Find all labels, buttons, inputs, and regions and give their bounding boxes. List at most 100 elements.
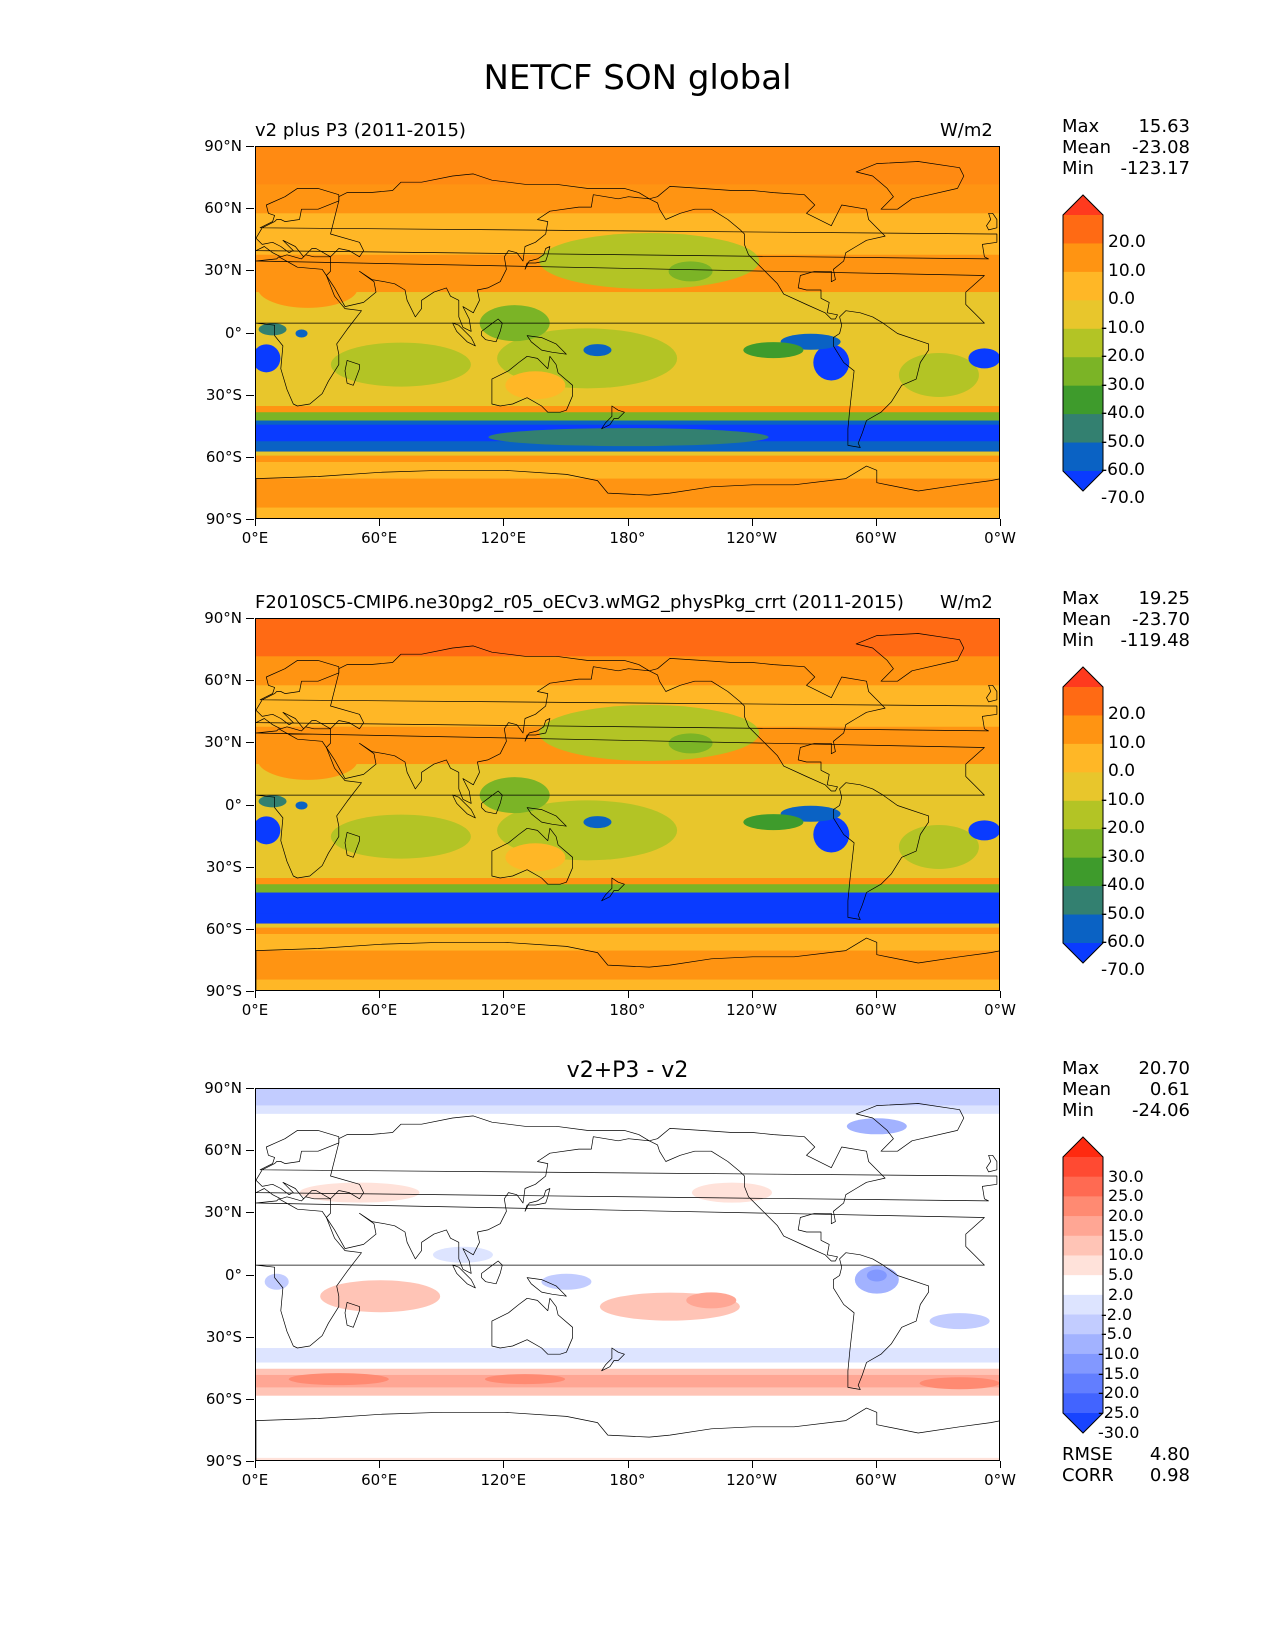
y-tick-label: 60°N bbox=[204, 199, 242, 218]
x-tick-mark bbox=[255, 519, 256, 526]
x-tick-label: 180° bbox=[609, 529, 646, 547]
y-tick-label: 30°S bbox=[205, 385, 242, 404]
stat-min: Min -119.48 bbox=[1062, 630, 1190, 651]
colorbar-segment bbox=[1063, 414, 1103, 444]
colorbar-segment bbox=[1063, 215, 1103, 244]
x-tick-mark bbox=[1000, 519, 1001, 526]
y-tick-label: 90°N bbox=[204, 137, 242, 155]
colorbar-tick-label: 10.0 bbox=[1108, 732, 1146, 753]
stat-max: Max 15.63 bbox=[1062, 116, 1190, 137]
colorbar-tick-label: -70.0 bbox=[1101, 960, 1145, 981]
y-tick-mark bbox=[246, 618, 254, 619]
panel-units: W/m2 bbox=[940, 592, 993, 613]
y-tick-label: 30°N bbox=[204, 261, 242, 280]
x-tick-mark bbox=[875, 1461, 877, 1468]
colorbar-segment bbox=[1063, 715, 1103, 745]
x-tick-label: 120°E bbox=[480, 529, 527, 547]
colorbar-tick-label: -50.0 bbox=[1101, 431, 1145, 452]
panel-stats: Max 19.25 Mean -23.70 Min -119.48 bbox=[1062, 588, 1190, 651]
y-tick-mark bbox=[246, 1150, 254, 1152]
colorbar-segment bbox=[1063, 800, 1103, 830]
y-tick-mark bbox=[246, 456, 254, 458]
x-tick-mark bbox=[503, 519, 505, 526]
y-tick-mark bbox=[246, 394, 254, 396]
colorbar-tick-label: 0.0 bbox=[1108, 289, 1136, 310]
colorbar-segment bbox=[1063, 1176, 1103, 1197]
x-tick-label: 60°E bbox=[361, 529, 398, 547]
x-tick-label: 0°E bbox=[241, 1001, 269, 1019]
x-tick-mark bbox=[627, 519, 629, 526]
colorbar-tick-label: -5.0 bbox=[1101, 1324, 1133, 1344]
y-tick-label: 30°S bbox=[205, 1327, 242, 1346]
x-tick-mark bbox=[751, 519, 753, 526]
colorbar-segment bbox=[1063, 1157, 1103, 1178]
colorbar-tick-label: -30.0 bbox=[1098, 1422, 1140, 1442]
y-tick-label: 90°N bbox=[204, 609, 242, 627]
y-tick-label: 0° bbox=[224, 1265, 242, 1284]
difference-metrics: RMSE 4.80 CORR 0.98 bbox=[1062, 1444, 1190, 1486]
colorbar-tick-label: 5.0 bbox=[1108, 1265, 1134, 1285]
colorbar-segment bbox=[1063, 357, 1103, 387]
colorbar-segment bbox=[1063, 1294, 1103, 1316]
y-tick-label: 90°S bbox=[205, 982, 242, 1000]
figure-title: NETCF SON global bbox=[483, 58, 792, 98]
colorbar-segment bbox=[1063, 1196, 1103, 1217]
stat-mean: Mean -23.08 bbox=[1062, 137, 1190, 158]
x-tick-label: 120°E bbox=[480, 1001, 527, 1019]
x-tick-mark bbox=[379, 519, 381, 526]
colorbar-tick-label: -50.0 bbox=[1101, 903, 1145, 924]
x-tick-label: 120°E bbox=[480, 1471, 527, 1489]
x-tick-label: 120°W bbox=[726, 529, 778, 547]
y-tick-label: 0° bbox=[224, 795, 242, 814]
colorbar-segment bbox=[1063, 300, 1103, 330]
colorbar-segment bbox=[1063, 1255, 1103, 1276]
x-tick-label: 0°E bbox=[241, 1471, 269, 1489]
colorbar-tick-label: 0.0 bbox=[1108, 761, 1136, 782]
x-tick-label: 120°W bbox=[726, 1471, 778, 1489]
colorbar-tick-label: 10.0 bbox=[1108, 260, 1146, 281]
y-tick-mark bbox=[246, 804, 254, 806]
panel-stats: Max 20.70 Mean 0.61 Min -24.06 bbox=[1062, 1058, 1190, 1121]
colorbar-tick-label: -10.0 bbox=[1101, 317, 1145, 338]
colorbar-segment bbox=[1063, 687, 1103, 716]
y-tick-mark bbox=[246, 1336, 254, 1338]
map-field bbox=[256, 619, 999, 990]
x-tick-mark bbox=[875, 991, 877, 998]
colorbar-tick-label: -10.0 bbox=[1101, 789, 1145, 810]
y-tick-mark bbox=[246, 1212, 254, 1214]
colorbar bbox=[1062, 1136, 1104, 1434]
colorbar-extend-min bbox=[1063, 1413, 1103, 1433]
y-tick-mark bbox=[246, 208, 254, 210]
colorbar-extend-min bbox=[1063, 471, 1103, 491]
y-tick-label: 60°N bbox=[204, 1141, 242, 1160]
panel-center-title: v2+P3 - v2 bbox=[566, 1058, 689, 1083]
colorbar-segment bbox=[1063, 1314, 1103, 1335]
colorbar-tick-label: 30.0 bbox=[1108, 1166, 1144, 1186]
stat-rmse: RMSE 4.80 bbox=[1062, 1444, 1190, 1465]
colorbar-extend-max bbox=[1063, 1137, 1103, 1157]
colorbar-tick-label: -60.0 bbox=[1101, 460, 1145, 480]
y-tick-label: 60°S bbox=[205, 1389, 242, 1408]
stat-max: Max 19.25 bbox=[1062, 588, 1190, 609]
x-tick-label: 60°E bbox=[361, 1001, 398, 1019]
y-tick-mark bbox=[246, 928, 254, 930]
colorbar-segment bbox=[1063, 1373, 1103, 1394]
y-tick-mark bbox=[246, 866, 254, 868]
y-tick-mark bbox=[246, 1398, 254, 1400]
map-test-model bbox=[255, 146, 1000, 519]
colorbar-tick-label: -40.0 bbox=[1101, 403, 1145, 424]
colorbar-tick-label: -2.0 bbox=[1101, 1304, 1133, 1324]
x-tick-mark bbox=[379, 991, 381, 998]
y-tick-mark bbox=[246, 332, 254, 334]
colorbar-tick-label: 20.0 bbox=[1108, 704, 1146, 725]
panel-units: W/m2 bbox=[940, 120, 993, 141]
x-tick-label: 180° bbox=[609, 1001, 646, 1019]
colorbar-segment bbox=[1063, 1235, 1103, 1256]
colorbar-tick-label: -20.0 bbox=[1101, 818, 1145, 839]
colorbar bbox=[1062, 666, 1104, 964]
colorbar-segment bbox=[1063, 1353, 1103, 1375]
colorbar-tick-label: -25.0 bbox=[1098, 1403, 1140, 1422]
y-tick-label: 30°S bbox=[205, 857, 242, 876]
y-tick-mark bbox=[246, 680, 254, 682]
y-tick-mark bbox=[246, 742, 254, 744]
